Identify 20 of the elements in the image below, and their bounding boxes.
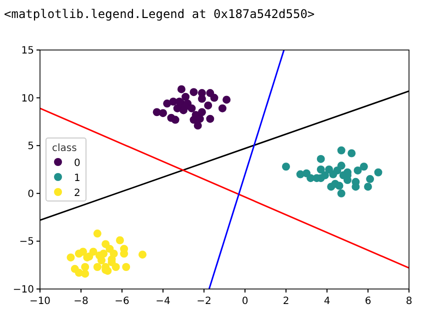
x-tick-label: 4: [324, 296, 330, 307]
x-tick-label: −6: [114, 296, 130, 307]
x-tick-label: −4: [156, 296, 170, 307]
y-tick-label: −5: [19, 236, 34, 248]
x-tick-label: 6: [364, 296, 372, 307]
x-tick-label: −8: [74, 296, 88, 307]
legend-label: 1: [74, 173, 80, 184]
y-tick-label: 15: [21, 46, 34, 56]
legend-title: class: [52, 143, 77, 154]
x-tick-label: −2: [196, 296, 212, 307]
y-tick-label: −10: [12, 284, 34, 296]
x-tick-label: 0: [242, 296, 248, 307]
x-tick-label: 8: [406, 296, 412, 307]
legend-label: 0: [74, 158, 80, 169]
y-tick-label: 10: [21, 93, 34, 104]
y-tick-label: 0: [28, 188, 34, 200]
text: <matplotlib.legend.Legend at 0x187a542d550>: [4, 7, 315, 21]
x-tick-label: 2: [282, 296, 290, 307]
y-tick-label: 5: [28, 141, 34, 152]
legend-label: 2: [74, 188, 80, 199]
